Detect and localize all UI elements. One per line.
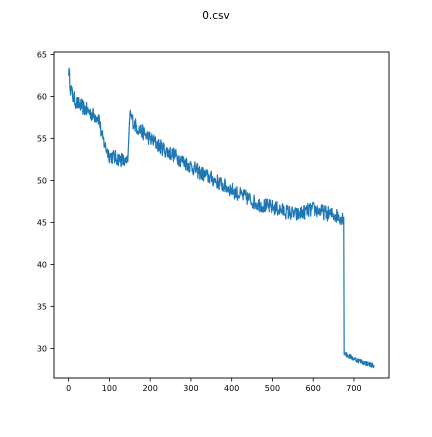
y-tick-label: 50 (37, 177, 47, 186)
y-tick-label: 55 (37, 135, 47, 144)
y-tick-label: 35 (37, 303, 47, 312)
x-tick-label: 300 (183, 384, 198, 393)
y-tick-label: 40 (37, 261, 47, 270)
x-tick-label: 600 (306, 384, 321, 393)
x-tick-label: 200 (143, 384, 158, 393)
plot-frame (53, 51, 390, 379)
y-tick-label: 65 (37, 51, 47, 60)
chart-title: 0.csv (202, 10, 229, 22)
x-axis: 0 100 200 300 400 500 600 700 (66, 378, 362, 393)
series-line (68, 67, 375, 369)
x-tick-label: 0 (66, 384, 71, 393)
y-axis: 30 35 40 45 50 55 60 65 (37, 51, 54, 354)
x-tick-label: 400 (224, 384, 239, 393)
y-tick-label: 60 (37, 93, 47, 102)
y-tick-label: 45 (37, 219, 47, 228)
x-tick-label: 700 (346, 384, 361, 393)
x-tick-label: 500 (265, 384, 280, 393)
series-layer (68, 67, 375, 369)
x-tick-label: 100 (102, 384, 117, 393)
y-tick-label: 30 (37, 345, 47, 354)
